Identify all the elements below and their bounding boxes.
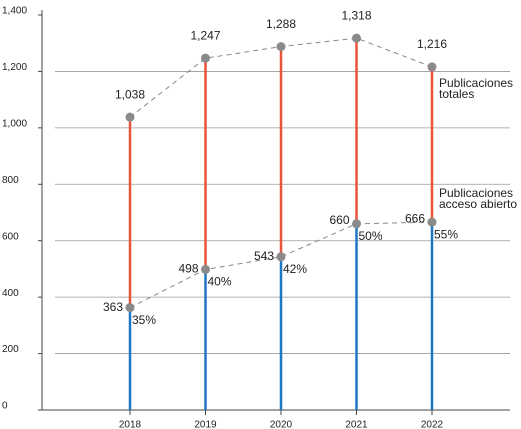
y-tick-label: 0 (2, 401, 8, 412)
point (352, 219, 361, 229)
x-tick-label: 2019 (194, 420, 217, 429)
x-tick-label: 2018 (119, 420, 142, 429)
percent-label: 40% (208, 275, 232, 289)
open-label: 660 (329, 213, 349, 227)
point (201, 53, 210, 63)
x-tick-label: 2020 (270, 420, 293, 429)
point (427, 217, 437, 227)
y-tick-label: 200 (2, 344, 19, 355)
y-tick-label: 800 (2, 175, 19, 186)
point (276, 42, 286, 52)
total-label: 1,247 (190, 28, 220, 42)
x-tick-label: 2022 (421, 420, 444, 429)
point (427, 62, 437, 72)
open-label: 363 (103, 300, 123, 314)
y-tick-label: 1,000 (2, 118, 27, 129)
total-label: 1,216 (417, 37, 447, 51)
percent-label: 42% (283, 262, 307, 276)
y-tick-label: 1,400 (2, 6, 27, 17)
point (352, 33, 361, 43)
percent-label: 35% (132, 313, 156, 327)
point (276, 252, 286, 262)
total-label: 1,318 (341, 8, 371, 22)
open-label: 666 (405, 211, 425, 225)
point (125, 112, 135, 122)
percent-label: 50% (359, 229, 383, 243)
total-label: 1,038 (115, 87, 145, 101)
y-tick-label: 400 (2, 288, 19, 299)
point (125, 303, 135, 313)
percent-label: 55% (434, 227, 458, 241)
legend-open-text: Publicaciones acceso abierto (439, 188, 518, 210)
y-tick-label: 600 (2, 231, 19, 242)
trend-line (129, 221, 433, 309)
open-label: 498 (178, 262, 198, 276)
total-label: 1,288 (266, 17, 296, 31)
y-tick-label: 1,200 (2, 62, 27, 73)
open-label: 543 (254, 249, 274, 263)
legend-total: Publicaciones totales (439, 76, 514, 101)
legend-open: Publicaciones acceso abierto (439, 188, 521, 210)
x-tick-label: 2021 (345, 420, 368, 429)
point (201, 264, 210, 274)
